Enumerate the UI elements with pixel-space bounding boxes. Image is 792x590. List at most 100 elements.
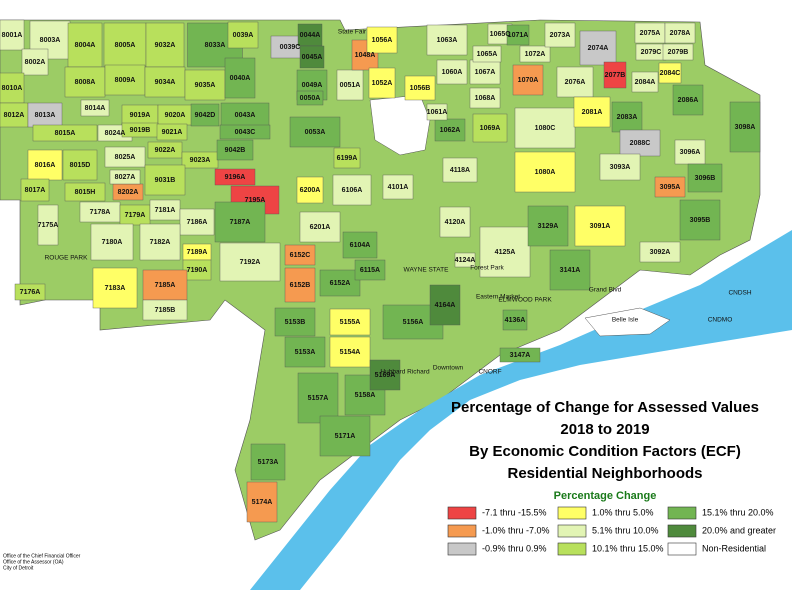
neighborhood-label: 6152A xyxy=(330,280,351,287)
neighborhood xyxy=(442,157,478,183)
neighborhood-label: 5169A xyxy=(375,372,396,379)
place-labels: State Fair ROUGE PARK WAYNE STATE Forest Pa… xyxy=(45,29,752,376)
neighborhood-label: 7185A xyxy=(155,282,176,289)
neighborhood-label: 6152C xyxy=(290,252,311,259)
neighborhood xyxy=(599,153,641,181)
neighborhood-label: 8015A xyxy=(55,130,76,137)
neighborhood-label: 5171A xyxy=(335,433,356,440)
footer: Office of the Chief Financial OfficerOff… xyxy=(3,553,81,571)
neighborhood xyxy=(368,67,396,99)
neighborhood xyxy=(64,66,106,98)
legend-title: Percentage Change xyxy=(554,490,657,502)
neighborhood xyxy=(439,206,471,238)
neighborhood xyxy=(296,176,324,204)
legend-swatch xyxy=(667,524,697,538)
neighborhood xyxy=(336,69,364,101)
neighborhood-label: 9034A xyxy=(155,79,176,86)
neighborhood-label: 8017A xyxy=(25,187,46,194)
neighborhood-label: 8027A xyxy=(115,174,136,181)
neighborhood-label: 3095B xyxy=(690,217,711,224)
neighborhood xyxy=(332,174,372,206)
neighborhood-label: 8015D xyxy=(70,162,91,169)
neighborhood-label: 8013A xyxy=(35,112,56,119)
neighborhood xyxy=(469,87,501,109)
legend-label: 20.0% and greater xyxy=(702,525,776,535)
neighborhood xyxy=(214,168,256,186)
title-line: 2018 to 2019 xyxy=(560,421,649,438)
footer-line: City of Detroit xyxy=(3,565,34,571)
neighborhood-label: 8014A xyxy=(85,105,106,112)
neighborhood-label: 6201A xyxy=(310,224,331,231)
neighborhood xyxy=(20,178,50,202)
neighborhood-label: 5156A xyxy=(403,319,424,326)
neighborhood xyxy=(502,309,528,331)
neighborhood-label: 5154A xyxy=(340,349,361,356)
neighborhood xyxy=(284,244,316,266)
neighborhood-label: 1067A xyxy=(475,69,496,76)
neighborhood xyxy=(142,299,188,321)
legend-label: 15.1% thru 20.0% xyxy=(702,507,774,517)
neighborhood xyxy=(342,231,378,259)
neighborhood xyxy=(219,124,271,140)
place-label: Belle Isle xyxy=(612,317,639,324)
legend-label: 10.1% thru 15.0% xyxy=(592,543,664,553)
neighborhood-label: 1070A xyxy=(518,77,539,84)
neighborhood xyxy=(32,124,98,142)
neighborhood xyxy=(472,45,502,63)
neighborhood-label: 4164A xyxy=(435,302,456,309)
neighborhood-label: 1048A xyxy=(355,52,376,59)
neighborhood-label: 1056A xyxy=(372,37,393,44)
neighborhood xyxy=(333,147,361,169)
footer-line: Office of the Chief Financial Officer xyxy=(3,553,81,559)
neighborhood-label: 7189A xyxy=(187,249,208,256)
neighborhood-label: 8015H xyxy=(75,189,96,196)
neighborhood xyxy=(662,43,694,61)
neighborhood-label: 3092A xyxy=(650,249,671,256)
legend-swatch xyxy=(557,506,587,520)
neighborhood-label: 2084A xyxy=(635,79,656,86)
neighborhood xyxy=(190,103,220,127)
title-line: By Economic Condition Factors (ECF) xyxy=(469,443,741,460)
legend-swatch xyxy=(447,542,477,556)
neighborhood-label: 2077B xyxy=(605,72,626,79)
neighborhood xyxy=(319,269,361,297)
neighborhood-label: 0049A xyxy=(302,82,323,89)
legend-label: 5.1% thru 10.0% xyxy=(592,525,659,535)
neighborhood xyxy=(104,146,146,168)
map-title: Percentage of Change for Assessed Values… xyxy=(451,399,759,482)
neighborhood-label: 2081A xyxy=(582,109,603,116)
neighborhood-label: 6200A xyxy=(300,187,321,194)
neighborhood-label: 2088C xyxy=(630,140,651,147)
neighborhood xyxy=(469,59,501,85)
neighborhood xyxy=(631,71,659,93)
neighborhood-label: 7176A xyxy=(20,289,41,296)
place-label: Hubbard Richard xyxy=(380,369,430,376)
belle-isle xyxy=(584,307,671,337)
neighborhood xyxy=(549,249,591,291)
neighborhood-label: 9022A xyxy=(155,147,176,154)
neighborhood xyxy=(214,201,266,243)
neighborhood xyxy=(220,102,270,128)
neighborhood xyxy=(0,19,25,51)
neighborhood-label: 9020A xyxy=(165,112,186,119)
neighborhood xyxy=(250,443,286,481)
place-label: Eastern Market xyxy=(476,294,520,301)
neighborhood-label: 5174A xyxy=(252,499,273,506)
neighborhood xyxy=(672,84,704,116)
neighborhood-label: 9042D xyxy=(195,112,216,119)
neighborhood-label: 3096B xyxy=(695,175,716,182)
legend: -7.1 thru -15.5% -1.0% thru -7.0% -0.9% th… xyxy=(447,506,776,556)
neighborhood-label: 8016A xyxy=(35,162,56,169)
neighborhood-label: 7181A xyxy=(155,207,176,214)
neighborhood-label: 2083A xyxy=(617,114,638,121)
neighborhood-label: 7195A xyxy=(245,197,266,204)
neighborhood xyxy=(573,96,611,128)
neighborhood xyxy=(664,22,696,44)
neighborhood-label: 1072A xyxy=(525,51,546,58)
neighborhood-label: 4136A xyxy=(505,317,526,324)
neighborhood xyxy=(62,149,98,181)
neighborhood xyxy=(92,267,138,309)
neighborhood-label: 8009A xyxy=(115,77,136,84)
neighborhood-label: 8012A xyxy=(4,112,25,119)
neighborhood-label: 2074A xyxy=(588,45,609,52)
